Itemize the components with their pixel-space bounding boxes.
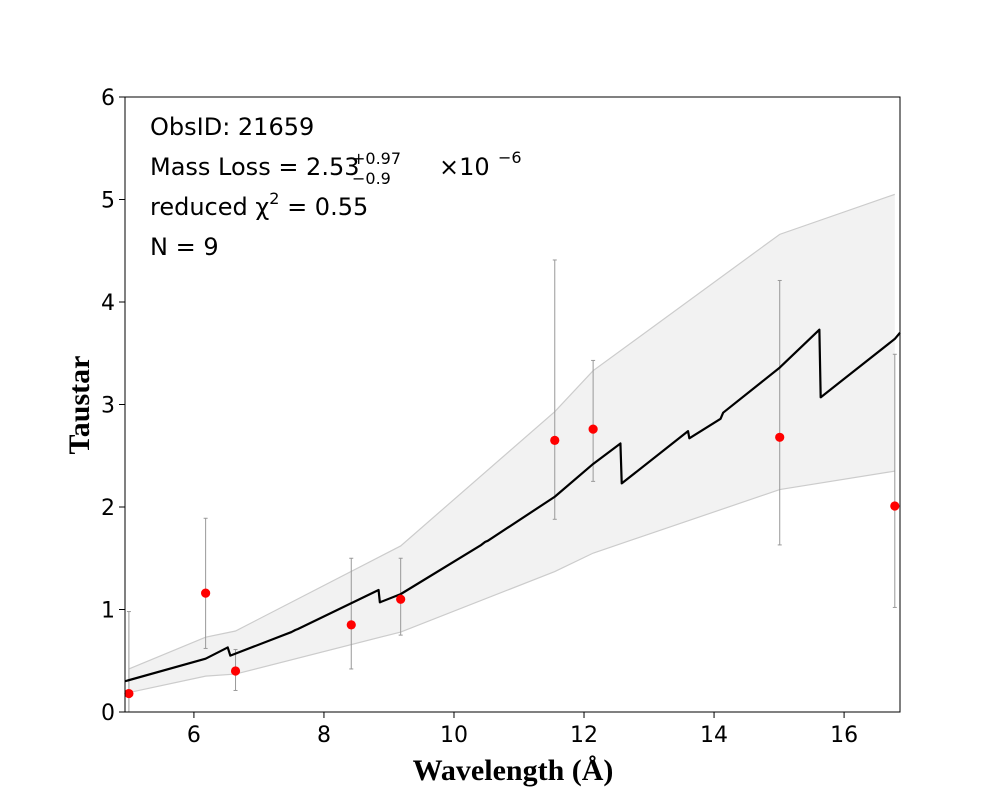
y-tick-label: 6 bbox=[101, 86, 115, 111]
mass-loss-minus: −0.9 bbox=[352, 169, 391, 188]
data-point bbox=[396, 594, 406, 604]
annotation-chi2: reduced χ2 = 0.55 bbox=[150, 189, 368, 221]
errorbar bbox=[591, 359, 596, 482]
data-point bbox=[775, 432, 785, 442]
x-tick-label: 14 bbox=[700, 723, 728, 748]
annotation-n: N = 9 bbox=[150, 233, 219, 261]
y-tick-label: 2 bbox=[101, 496, 115, 521]
data-point bbox=[550, 435, 560, 445]
mass-loss-suffix: ×10 bbox=[439, 153, 490, 181]
data-point bbox=[201, 588, 211, 598]
x-tick-label: 10 bbox=[440, 723, 468, 748]
data-point bbox=[588, 424, 598, 434]
data-point bbox=[124, 688, 134, 699]
x-tick-label: 8 bbox=[317, 723, 331, 748]
errorbar bbox=[777, 279, 782, 546]
x-tick-label: 12 bbox=[570, 723, 598, 748]
band-upper-edge bbox=[128, 193, 895, 670]
chi-sup: 2 bbox=[269, 189, 279, 208]
errorbar bbox=[349, 557, 354, 670]
x-tick-label: 6 bbox=[187, 723, 201, 748]
model-curve bbox=[124, 328, 901, 683]
annotation-box: ObsID: 21659 Mass Loss = 2.53 +0.97 −0.9… bbox=[150, 113, 522, 261]
y-tick-label: 0 bbox=[101, 701, 115, 726]
y-axis-label: Taustar bbox=[63, 356, 96, 455]
errorbars bbox=[126, 259, 897, 713]
data-point bbox=[230, 666, 241, 676]
annotation-mass-loss: Mass Loss = 2.53 bbox=[150, 153, 360, 181]
data-points bbox=[124, 424, 900, 699]
chi-prefix: reduced χ bbox=[150, 193, 269, 221]
band-lower-edge bbox=[128, 470, 895, 694]
x-tick-label: 16 bbox=[830, 723, 858, 748]
mass-loss-plus: +0.97 bbox=[352, 149, 401, 168]
y-tick-label: 1 bbox=[101, 599, 115, 624]
mass-loss-exp: −6 bbox=[498, 148, 522, 167]
x-axis-label: Wavelength (Å) bbox=[413, 754, 614, 787]
model-line bbox=[124, 328, 901, 683]
chi-suffix: = 0.55 bbox=[279, 193, 368, 221]
band-area bbox=[128, 194, 895, 693]
errorbar bbox=[552, 259, 557, 520]
errorbar bbox=[892, 353, 897, 608]
confidence-band bbox=[128, 193, 895, 694]
y-tick-label: 4 bbox=[101, 291, 115, 316]
y-tick-label: 3 bbox=[101, 394, 115, 419]
data-point bbox=[890, 501, 900, 511]
data-point bbox=[346, 620, 356, 630]
y-tick-label: 5 bbox=[101, 189, 115, 214]
annotation-obsid: ObsID: 21659 bbox=[150, 113, 314, 141]
mass-loss-prefix: Mass Loss = 2.53 bbox=[150, 153, 360, 181]
errorbar bbox=[203, 517, 208, 649]
